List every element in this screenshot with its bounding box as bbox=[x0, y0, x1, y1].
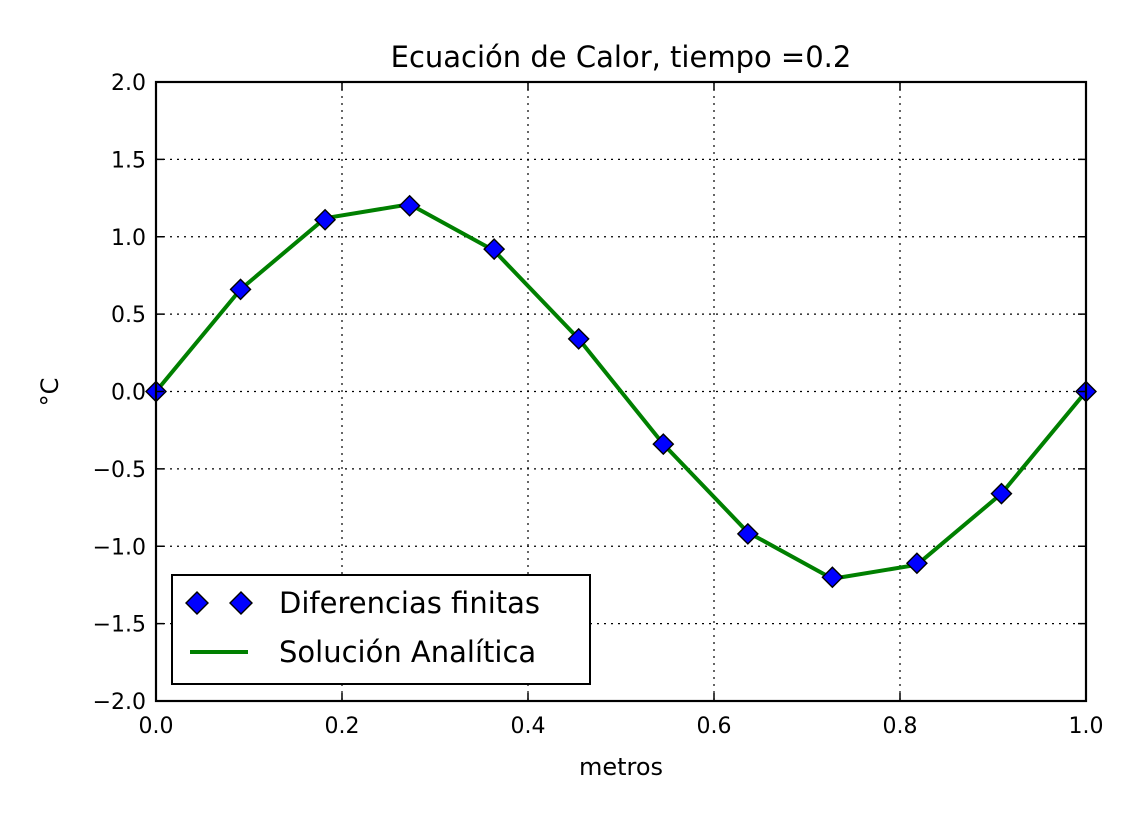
series-line-solucion-analitica bbox=[154, 202, 1088, 581]
x-tick-label: 0.6 bbox=[697, 714, 732, 739]
data-point-diferencias-finitas bbox=[567, 327, 590, 350]
x-tick-label: 1.0 bbox=[1069, 714, 1104, 739]
y-axis-title: °C bbox=[36, 378, 64, 407]
data-point-diferencias-finitas bbox=[990, 482, 1013, 505]
data-point-diferencias-finitas bbox=[905, 552, 928, 575]
x-tick-label: 0.8 bbox=[883, 714, 918, 739]
y-tick-label: −0.5 bbox=[93, 458, 146, 483]
legend-marker-diferencias-finitas bbox=[229, 591, 253, 615]
data-point-diferencias-finitas bbox=[652, 433, 675, 456]
data-point-diferencias-finitas bbox=[736, 522, 759, 545]
y-tick-label: 0.5 bbox=[111, 303, 146, 328]
chart-title: Ecuación de Calor, tiempo =0.2 bbox=[391, 40, 852, 74]
data-point-diferencias-finitas bbox=[483, 238, 506, 261]
tick-labels: 0.0 0.2 0.4 0.6 0.8 1.0 2.0 1.5 1.0 0.5 0.0 −0.5 −1.… bbox=[93, 71, 1104, 739]
plot-series bbox=[145, 194, 1097, 589]
y-tick-label: 1.0 bbox=[111, 226, 146, 251]
y-tick-label: 2.0 bbox=[111, 71, 146, 96]
data-point-diferencias-finitas bbox=[821, 566, 844, 589]
x-tick-label: 0.4 bbox=[511, 714, 546, 739]
y-tick-label: −2.0 bbox=[93, 690, 146, 715]
x-tick-label: 0.0 bbox=[139, 714, 174, 739]
x-tick-label: 0.2 bbox=[325, 714, 360, 739]
legend: Diferencias finitas Solución Analítica bbox=[171, 574, 591, 685]
axis-ticks bbox=[155, 81, 1087, 702]
legend-label-solucion-analitica: Solución Analítica bbox=[279, 635, 536, 669]
y-tick-label: 1.5 bbox=[111, 148, 146, 173]
y-tick-label: −1.0 bbox=[93, 535, 146, 560]
data-point-diferencias-finitas bbox=[398, 194, 421, 217]
y-tick-label: 0.0 bbox=[111, 381, 146, 406]
x-axis-title: metros bbox=[579, 753, 663, 781]
data-point-diferencias-finitas bbox=[314, 208, 337, 231]
legend-label-diferencias-finitas: Diferencias finitas bbox=[279, 586, 540, 620]
legend-marker-diferencias-finitas bbox=[185, 591, 209, 615]
y-tick-label: −1.5 bbox=[93, 613, 146, 638]
data-point-diferencias-finitas bbox=[229, 278, 252, 301]
